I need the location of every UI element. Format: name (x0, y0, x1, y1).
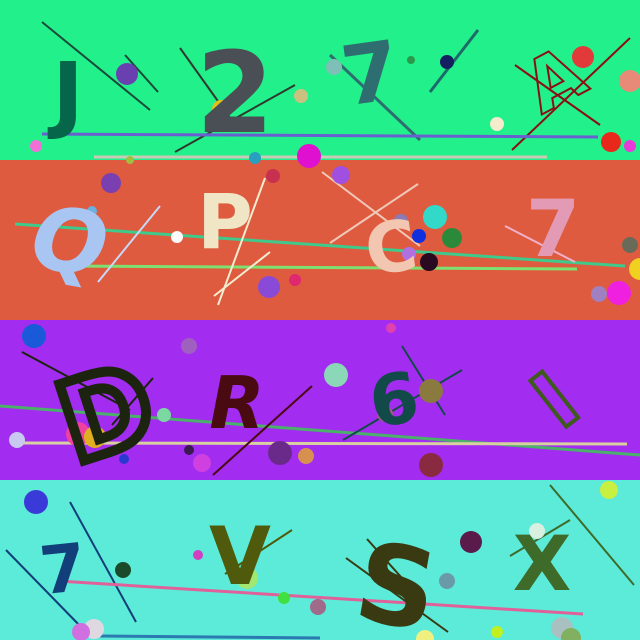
row-1-noise (30, 21, 640, 168)
row-3-background (0, 320, 640, 480)
row-2-char-2: P (197, 177, 253, 266)
row-1-char-3: 7 (336, 23, 406, 125)
row-2-char-4: 7 (526, 185, 580, 275)
row-3-char-3: 6 (364, 356, 424, 444)
row-4-noise (5, 481, 635, 640)
row-2-char-1: Q (24, 184, 116, 298)
row-4-char-2: V (209, 510, 271, 603)
row-3-char-2: R (209, 361, 264, 445)
row-3-noise (0, 323, 640, 477)
row-1-char-1: J (47, 44, 83, 142)
row-2-char-3: C (360, 204, 422, 292)
row-2-noise (14, 166, 640, 306)
row-4-char-4: X (513, 519, 572, 608)
row-1-char-2: 2 (196, 29, 274, 159)
row-4-char-1: 7 (36, 529, 90, 610)
